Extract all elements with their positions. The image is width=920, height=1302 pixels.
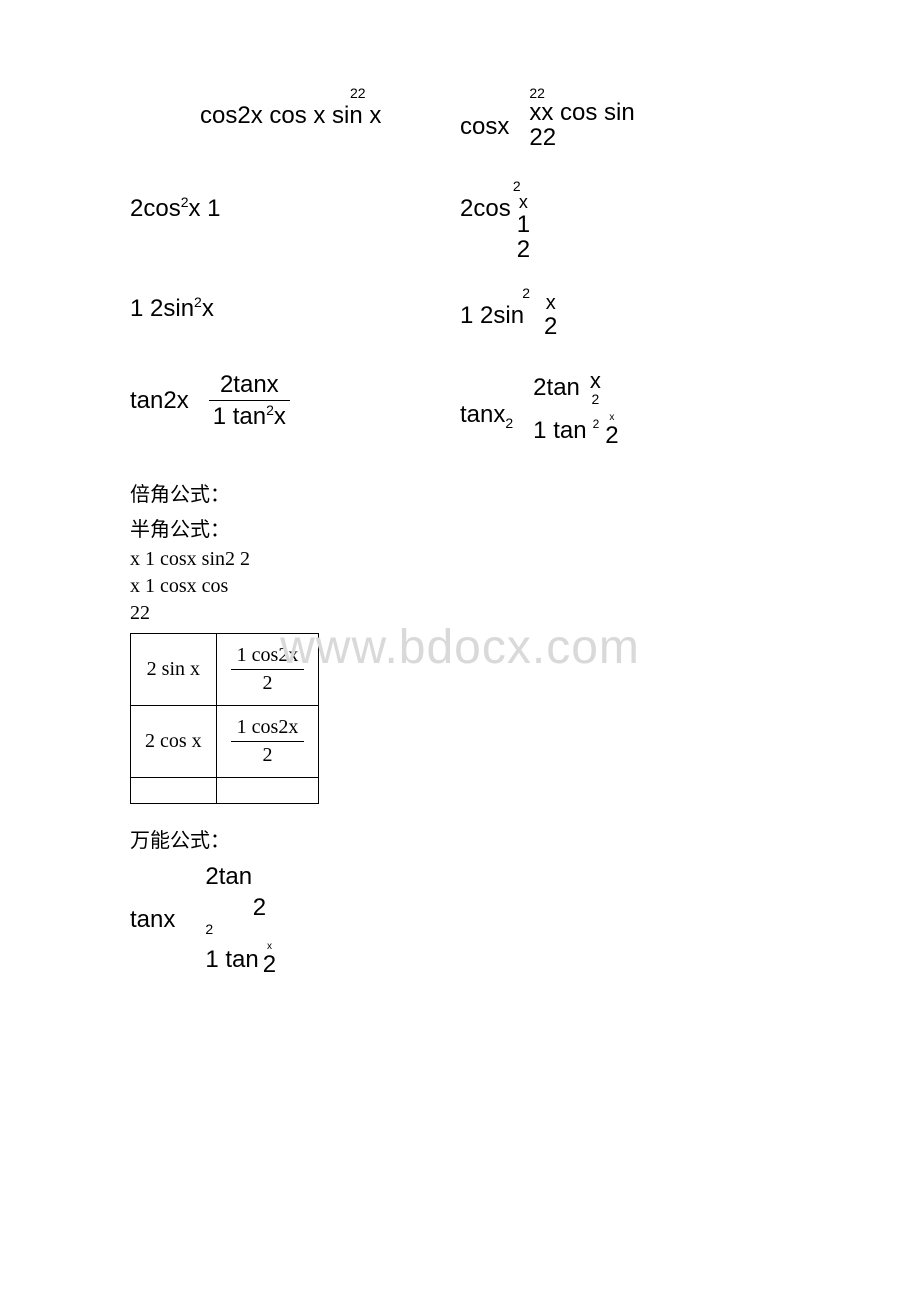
uni-den-1tan: 1 tan bbox=[205, 944, 258, 975]
stack-2: 2 bbox=[517, 237, 530, 262]
rden-sup: 2 bbox=[593, 417, 600, 433]
num-22: 22 bbox=[529, 125, 634, 150]
sup-2b: 2 bbox=[194, 294, 202, 310]
cell-empty bbox=[216, 778, 319, 804]
cos2x-expr: cos2x cos x sin x bbox=[200, 102, 381, 129]
left-12sin: 1 2sin bbox=[130, 295, 194, 322]
sup-2c: 2 bbox=[522, 284, 530, 302]
table-row: 2 sin x 1 cos2x 2 bbox=[131, 634, 319, 706]
uni-den-sup-pre: 2 bbox=[205, 920, 213, 938]
sup-22-left: 22 bbox=[350, 84, 366, 102]
sup-22-right: 22 bbox=[529, 84, 545, 102]
heading-half-angle: 半角公式： bbox=[130, 513, 790, 542]
rden-2: 2 bbox=[605, 423, 618, 448]
cell-2cosx: 2 cos x bbox=[131, 706, 217, 778]
rnum-sup2: 2 bbox=[590, 392, 601, 407]
cell-empty bbox=[131, 778, 217, 804]
sup-2-r: 2 bbox=[513, 177, 521, 195]
stack-1: 1 bbox=[517, 212, 530, 237]
cell-frac1: 1 cos2x 2 bbox=[216, 634, 319, 706]
table-row bbox=[131, 778, 319, 804]
tfrac2-num: 1 cos2x bbox=[231, 714, 305, 742]
tanx-sub: 2 bbox=[505, 415, 513, 431]
uni-num-2: 2 bbox=[205, 892, 276, 923]
formula-row-1: 22 cos2x cos x sin x cosx 22 xx cos sin … bbox=[130, 100, 790, 153]
heading-universal: 万能公式： bbox=[130, 824, 790, 853]
cell-2sinx: 2 sin x bbox=[131, 634, 217, 706]
line-2: x 1 cosx cos bbox=[130, 575, 790, 598]
right-12sin: 1 2sin bbox=[460, 302, 524, 329]
line-1: x 1 cosx sin2 2 bbox=[130, 548, 790, 571]
tfrac1-num: 1 cos2x bbox=[231, 642, 305, 670]
stack-x2: x bbox=[544, 293, 557, 314]
stack-2b: 2 bbox=[544, 314, 557, 339]
heading-double-angle: 倍角公式： bbox=[130, 478, 790, 507]
formula-row-4: tan2x 2tanx 1 tan2x tanx2 2tan bbox=[130, 369, 790, 448]
frac-num-2tanx: 2tanx bbox=[209, 369, 290, 401]
xx-cos-sin: xx cos sin bbox=[529, 100, 634, 125]
cell-frac2: 1 cos2x 2 bbox=[216, 706, 319, 778]
formula-row-3: 1 2sin2x 1 2sin 2 x 2 bbox=[130, 293, 790, 339]
left-2cos: 2cos bbox=[130, 195, 181, 222]
tfrac2-den: 2 bbox=[231, 742, 305, 769]
cosx-label: cosx bbox=[460, 111, 509, 142]
line-3: 22 bbox=[130, 602, 790, 625]
sup-2: 2 bbox=[181, 194, 189, 210]
rnum-x: x bbox=[590, 369, 601, 392]
left-x1: x 1 bbox=[189, 195, 221, 222]
right-2cos: 2cos bbox=[460, 195, 511, 222]
tanx-lhs: tanx bbox=[460, 401, 505, 428]
universal-formula: tanx 2tan 2 2 1 tan x 2 bbox=[130, 861, 790, 977]
frac-den-pre: 1 tan bbox=[213, 403, 266, 430]
tfrac1-den: 2 bbox=[231, 670, 305, 697]
formula-table: 2 sin x 1 cos2x 2 2 cos x 1 cos2x 2 bbox=[130, 633, 319, 804]
table-row: 2 cos x 1 cos2x 2 bbox=[131, 706, 319, 778]
stack-x: x bbox=[517, 193, 530, 212]
uni-num-2tan: 2tan bbox=[205, 861, 252, 892]
formula-row-2: 2cos2x 1 2cos 2 x 1 2 bbox=[130, 193, 790, 262]
left-x: x bbox=[202, 295, 214, 322]
rnum-2tan: 2tan bbox=[533, 372, 580, 403]
frac-den-sup: 2 bbox=[266, 402, 274, 418]
uni-den-2: 2 bbox=[263, 952, 276, 977]
tan2x-lhs: tan2x bbox=[130, 385, 189, 416]
document-page: 22 cos2x cos x sin x cosx 22 xx cos sin … bbox=[0, 0, 920, 1018]
frac-den-tail: x bbox=[274, 403, 286, 430]
rden-1tan: 1 tan bbox=[533, 415, 586, 446]
uni-lhs: tanx bbox=[130, 904, 175, 935]
